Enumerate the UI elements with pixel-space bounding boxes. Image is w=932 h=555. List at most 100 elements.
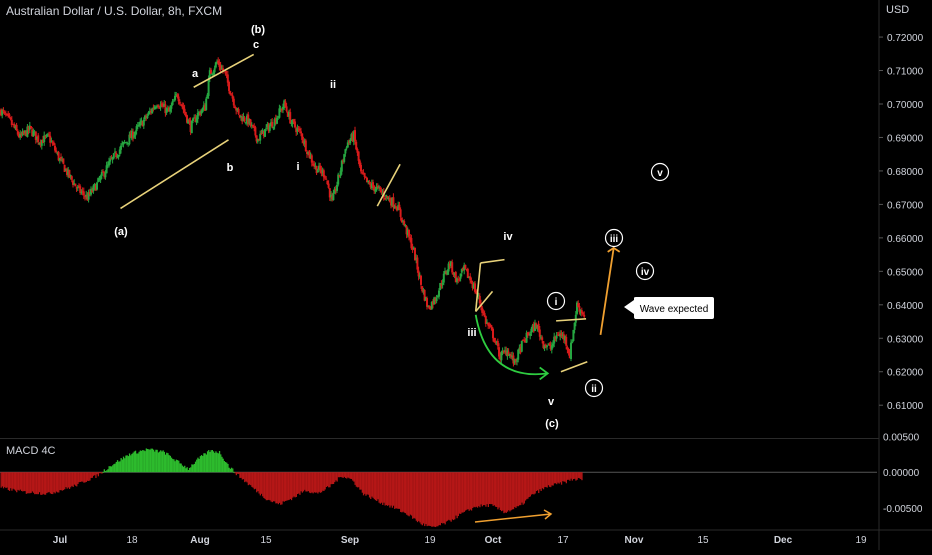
candle-body <box>540 337 542 339</box>
candle-body <box>21 131 24 136</box>
macd-bar <box>509 472 511 512</box>
macd-bar <box>61 472 63 491</box>
macd-bar <box>156 449 158 473</box>
macd-bar <box>265 472 267 501</box>
candle-body <box>45 134 48 137</box>
candle-body <box>213 68 216 73</box>
candle-body <box>582 313 584 315</box>
macd-bar <box>580 472 582 480</box>
candle-body <box>451 262 454 273</box>
candle-body <box>210 69 212 75</box>
candle-body <box>440 283 443 286</box>
candle-body <box>337 174 340 185</box>
macd-bar <box>451 472 453 520</box>
candle-body <box>457 279 460 281</box>
candle-body <box>260 133 263 135</box>
candle-body <box>253 126 256 128</box>
candle-body <box>535 323 538 329</box>
candle-body <box>468 277 470 279</box>
macd-bar <box>137 453 139 473</box>
candle-body <box>470 280 473 283</box>
macd-bar <box>102 471 104 473</box>
y-tick-label: 0.63000 <box>887 334 924 345</box>
macd-bar <box>424 472 426 527</box>
macd-bar <box>71 472 73 486</box>
macd-bar <box>155 449 157 473</box>
macd-bar <box>564 472 566 482</box>
macd-bar <box>17 472 19 490</box>
macd-bar <box>48 472 50 492</box>
candle-body <box>427 306 430 308</box>
macd-bar <box>454 472 456 520</box>
candle-body <box>162 105 164 107</box>
candle-body <box>400 217 403 223</box>
macd-bar <box>498 472 500 508</box>
macd-bar <box>217 453 219 473</box>
macd-bar <box>528 472 530 498</box>
chart-title: Australian Dollar / U.S. Dollar, 8h, FXC… <box>6 4 223 18</box>
macd-bar <box>331 472 333 485</box>
macd-bar <box>294 472 296 498</box>
candle-body <box>410 238 413 249</box>
candle-body <box>387 197 390 200</box>
y-tick-label: 0.68000 <box>887 167 924 178</box>
macd-bar <box>274 472 276 502</box>
macd-bar <box>504 472 506 513</box>
macd-bar <box>73 472 75 485</box>
candle-body <box>388 198 391 202</box>
wave-label: a <box>192 68 199 80</box>
macd-bar <box>356 472 359 488</box>
candle-body <box>103 172 106 177</box>
candle-body <box>92 185 95 192</box>
candle-body <box>484 316 487 324</box>
candle-body <box>360 165 362 172</box>
candle-body <box>361 172 364 174</box>
candle-body <box>250 124 253 126</box>
macd-bar <box>358 472 360 488</box>
candle-body <box>99 175 102 181</box>
macd-bar <box>415 472 417 521</box>
y-tick-label: 0.65000 <box>887 267 924 278</box>
candle-body <box>165 108 168 113</box>
macd-bar <box>31 472 33 492</box>
macd-bar <box>490 472 492 505</box>
wave-label: i <box>296 161 299 173</box>
candle-body <box>499 355 502 360</box>
candle-body <box>116 155 119 158</box>
candle-body <box>86 195 89 201</box>
candle-body <box>123 142 126 144</box>
candle-body <box>342 160 344 162</box>
candle-body <box>182 106 185 110</box>
candle-body <box>196 112 199 120</box>
candle-body <box>207 79 210 96</box>
candle-body <box>97 178 100 182</box>
macd-bar <box>482 472 485 506</box>
candle-body <box>2 109 5 112</box>
macd-bar <box>539 472 541 490</box>
macd-bar <box>34 472 36 495</box>
macd-bar <box>134 450 137 473</box>
candle-body <box>531 325 534 330</box>
macd-bar <box>227 463 229 473</box>
candle-body <box>548 343 551 345</box>
candle-body <box>51 142 54 144</box>
candle-body <box>44 135 47 137</box>
macd-bar <box>241 472 243 480</box>
macd-bar <box>16 472 18 493</box>
price-axis-currency: USD <box>886 4 910 16</box>
orange-arrow-head <box>607 246 621 253</box>
macd-bar <box>298 472 300 494</box>
candle-body <box>510 354 512 357</box>
candle-body <box>225 74 228 76</box>
candle-body <box>142 119 145 126</box>
macd-bar <box>161 451 163 473</box>
candle-body <box>160 103 163 107</box>
candle-body <box>211 73 214 76</box>
macd-bar <box>118 461 120 473</box>
macd-bar <box>530 472 533 495</box>
macd-bar <box>392 472 395 506</box>
macd-bar <box>228 467 230 473</box>
macd-bar <box>408 472 410 517</box>
macd-bar <box>184 465 186 473</box>
